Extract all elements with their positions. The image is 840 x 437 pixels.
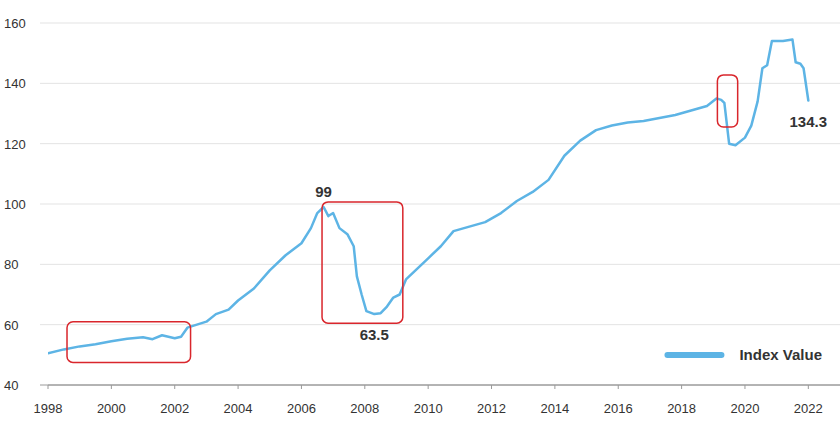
y-tick-label: 120: [4, 137, 26, 152]
y-tick-label: 140: [4, 76, 26, 91]
x-tick: [681, 385, 682, 389]
y-tick-label: 100: [4, 197, 26, 212]
y-tick-label: 40: [4, 378, 18, 393]
x-tick: [428, 385, 429, 389]
x-tick-label: 2002: [160, 401, 189, 416]
x-tick-label: 2004: [224, 401, 253, 416]
grid-line: [40, 204, 840, 205]
series-line: [48, 40, 808, 354]
grid-line: [40, 23, 840, 24]
chart: 40 60 80 100 120 140 160 1998 2000 2002 2004 2006 20…: [0, 0, 840, 437]
highlight-box: [717, 75, 737, 127]
highlight-box: [322, 202, 403, 323]
x-tick: [554, 385, 555, 389]
legend-swatch: [667, 352, 721, 358]
x-tick: [174, 385, 175, 389]
x-axis-line: [40, 385, 840, 386]
x-tick-label: 2016: [604, 401, 633, 416]
x-tick-label: 2008: [350, 401, 379, 416]
x-axis: [48, 385, 840, 386]
grid-line: [40, 143, 840, 144]
x-tick-label: 2022: [794, 401, 823, 416]
legend-label: Index Value: [739, 346, 822, 363]
x-tick-label: 2012: [477, 401, 506, 416]
grid-line: [40, 324, 840, 325]
x-tick: [48, 385, 49, 389]
x-tick: [744, 385, 745, 389]
annotation: 134.3: [790, 113, 828, 130]
grid-line: [40, 83, 840, 84]
x-tick-label: 2010: [414, 401, 443, 416]
x-tick-label: 2020: [730, 401, 759, 416]
y-tick-label: 60: [4, 318, 18, 333]
y-tick-label: 160: [4, 16, 26, 31]
y-tick-label: 80: [4, 257, 18, 272]
x-tick: [491, 385, 492, 389]
x-tick-label: 2018: [667, 401, 696, 416]
x-tick: [238, 385, 239, 389]
grid-line: [40, 264, 840, 265]
plot-area: [48, 40, 808, 363]
x-tick: [618, 385, 619, 389]
x-tick-label: 1998: [34, 401, 63, 416]
x-tick-label: 2006: [287, 401, 316, 416]
annotation: 63.5: [360, 326, 389, 343]
x-tick: [364, 385, 365, 389]
highlight-box: [67, 322, 191, 363]
x-tick: [808, 385, 809, 389]
annotation: 99: [315, 183, 332, 200]
x-tick-label: 2000: [97, 401, 126, 416]
x-tick: [301, 385, 302, 389]
x-tick-label: 2014: [540, 401, 569, 416]
x-tick: [111, 385, 112, 389]
